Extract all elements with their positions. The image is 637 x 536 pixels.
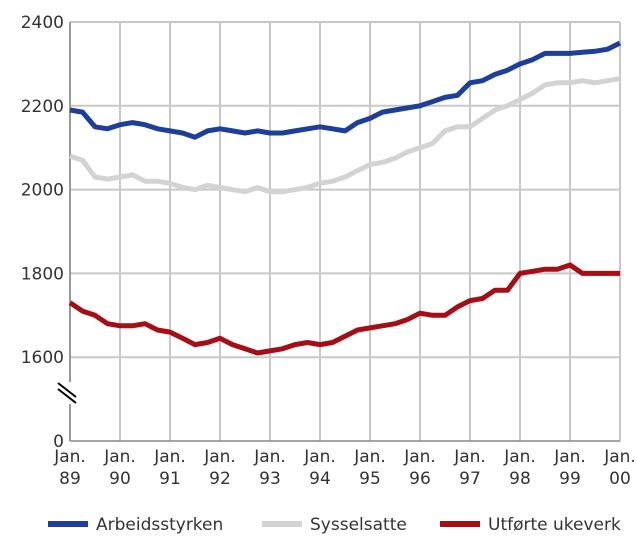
y-tick-label: 0 — [53, 432, 64, 452]
x-tick-label: Jan. 91 — [153, 447, 186, 489]
x-tick-label: Jan. 90 — [103, 447, 136, 489]
x-tick-label: Jan. 93 — [253, 447, 286, 489]
y-tick-label: 2200 — [21, 97, 64, 117]
x-tick-label: Jan. 96 — [403, 447, 436, 489]
y-tick-label: 2400 — [21, 13, 64, 33]
legend-label: Sysselsatte — [310, 515, 407, 535]
x-tick-label: Jan. 95 — [353, 447, 386, 489]
series-line — [69, 76, 621, 195]
series-line — [69, 40, 622, 140]
axis-break — [57, 382, 77, 398]
y-tick-label: 1800 — [21, 264, 64, 284]
x-tick-label: Jan. 98 — [503, 447, 536, 489]
y-tick-label: 1600 — [21, 348, 64, 368]
series-line — [68, 262, 620, 356]
axis-break — [57, 388, 77, 404]
x-tick-label: Jan. 97 — [453, 447, 486, 489]
x-tick-label: Jan. 94 — [303, 447, 336, 489]
legend-label: Arbeidsstyrken — [96, 515, 223, 535]
legend-label: Utførte ukeverk — [488, 515, 621, 535]
y-tick-label: 2000 — [21, 181, 64, 201]
x-tick-label: Jan. 92 — [203, 447, 236, 489]
x-tick-label: Jan. 00 — [603, 447, 636, 489]
x-tick-label: Jan. 99 — [553, 447, 586, 489]
x-tick-label: Jan. 89 — [53, 447, 86, 489]
